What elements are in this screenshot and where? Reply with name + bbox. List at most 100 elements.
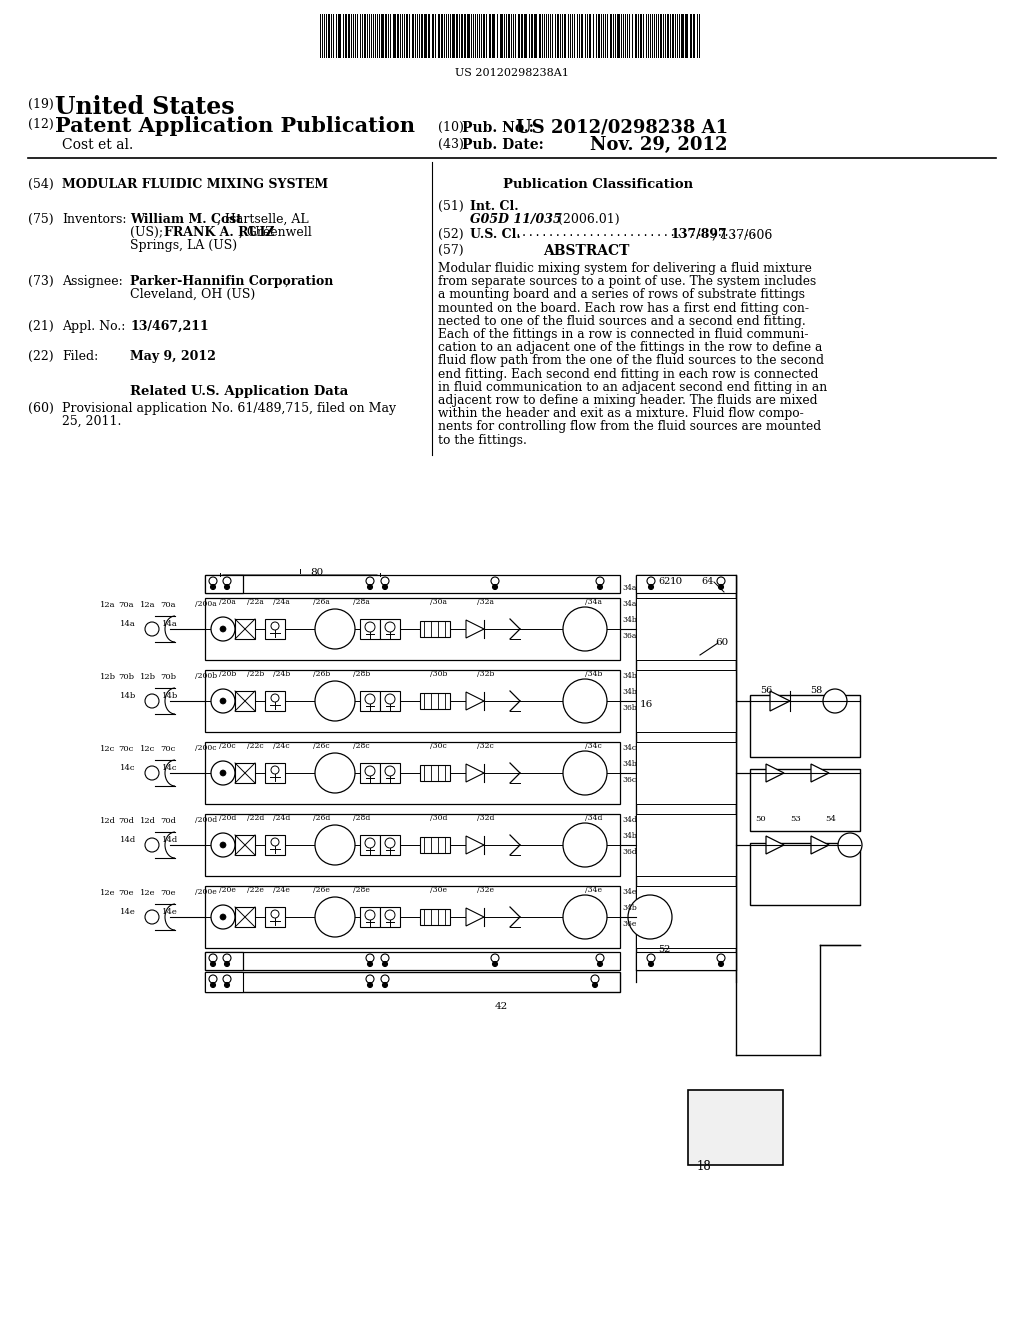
Circle shape: [145, 622, 159, 636]
Circle shape: [211, 961, 215, 966]
Bar: [205, 742, 620, 804]
Circle shape: [211, 762, 234, 785]
Text: (54): (54): [28, 178, 53, 191]
Text: 70b: 70b: [118, 673, 134, 681]
Text: Parker-Hannifin Corporation: Parker-Hannifin Corporation: [130, 275, 334, 288]
Text: /24d: /24d: [273, 814, 290, 822]
Circle shape: [209, 975, 217, 983]
Bar: [636, 671, 736, 733]
Text: 42: 42: [495, 1002, 508, 1011]
Bar: [360, 619, 380, 639]
Bar: [534, 15, 537, 58]
Text: 70b: 70b: [160, 673, 176, 681]
Text: mounted on the board. Each row has a first end fitting con-: mounted on the board. Each row has a fir…: [438, 301, 809, 314]
Bar: [685, 15, 688, 58]
Circle shape: [315, 681, 355, 721]
Text: /32b: /32b: [477, 671, 495, 678]
Text: 34b: 34b: [622, 760, 637, 768]
Text: Nov. 29, 2012: Nov. 29, 2012: [590, 136, 727, 154]
Bar: [348, 15, 350, 58]
Text: 53: 53: [790, 814, 801, 822]
Bar: [420, 693, 450, 709]
Text: /22d: /22d: [247, 814, 264, 822]
Bar: [420, 837, 450, 853]
Bar: [524, 15, 527, 58]
Circle shape: [315, 825, 355, 865]
Text: 62: 62: [658, 577, 671, 586]
Text: /32e: /32e: [477, 886, 494, 894]
Text: 36d: 36d: [622, 847, 637, 855]
Bar: [385, 15, 387, 58]
Text: Filed:: Filed:: [62, 350, 98, 363]
Bar: [564, 15, 566, 58]
Bar: [412, 15, 414, 58]
Text: /34b: /34b: [585, 671, 602, 678]
Circle shape: [224, 982, 229, 987]
Text: /200c: /200c: [195, 744, 216, 752]
Text: /200b: /200b: [195, 672, 217, 680]
Text: U.S. Cl.: U.S. Cl.: [470, 228, 521, 242]
Bar: [432, 15, 434, 58]
Text: 14a: 14a: [120, 620, 136, 628]
Circle shape: [220, 842, 226, 847]
Text: 70a: 70a: [118, 601, 133, 609]
Bar: [205, 886, 620, 948]
Text: 12a: 12a: [140, 601, 156, 609]
Text: 34b: 34b: [622, 616, 637, 624]
Bar: [581, 15, 583, 58]
Text: nents for controlling flow from the fluid sources are mounted: nents for controlling flow from the flui…: [438, 420, 821, 433]
Polygon shape: [466, 836, 484, 854]
Circle shape: [211, 833, 234, 857]
Circle shape: [271, 838, 279, 846]
Bar: [380, 619, 400, 639]
Circle shape: [490, 577, 499, 585]
Bar: [539, 15, 541, 58]
Circle shape: [383, 585, 387, 590]
Circle shape: [366, 954, 374, 962]
Circle shape: [563, 751, 607, 795]
Bar: [750, 696, 860, 756]
Circle shape: [224, 961, 229, 966]
Circle shape: [211, 616, 234, 642]
Circle shape: [368, 982, 373, 987]
Text: (10): (10): [438, 121, 464, 135]
Circle shape: [365, 694, 375, 704]
Bar: [636, 886, 736, 948]
Text: (19): (19): [28, 98, 53, 111]
Bar: [636, 814, 736, 876]
Text: Patent Application Publication: Patent Application Publication: [55, 116, 415, 136]
Circle shape: [719, 961, 724, 966]
Text: /20d: /20d: [219, 814, 237, 822]
Text: 36b: 36b: [622, 704, 637, 711]
Text: (73): (73): [28, 275, 53, 288]
Text: 25, 2011.: 25, 2011.: [62, 414, 122, 428]
Text: 70e: 70e: [160, 888, 175, 898]
Text: Appl. No.:: Appl. No.:: [62, 319, 125, 333]
Text: /28b: /28b: [353, 671, 371, 678]
Text: 10: 10: [670, 577, 683, 586]
Text: 34a: 34a: [622, 601, 636, 609]
Circle shape: [493, 585, 498, 590]
Text: /30a: /30a: [430, 598, 447, 606]
Text: 13/467,211: 13/467,211: [130, 319, 209, 333]
Circle shape: [381, 577, 389, 585]
Bar: [205, 576, 620, 593]
Circle shape: [223, 954, 231, 962]
Bar: [205, 972, 243, 993]
Circle shape: [628, 895, 672, 939]
Text: /28e: /28e: [353, 886, 370, 894]
Text: /200e: /200e: [195, 888, 217, 896]
Circle shape: [563, 678, 607, 723]
Text: /34d: /34d: [585, 814, 602, 822]
Circle shape: [223, 975, 231, 983]
Circle shape: [271, 694, 279, 702]
Bar: [750, 843, 860, 906]
Circle shape: [383, 982, 387, 987]
Text: Int. Cl.: Int. Cl.: [470, 201, 518, 213]
Bar: [635, 15, 637, 58]
Text: /30c: /30c: [430, 742, 446, 750]
Text: 18: 18: [697, 1160, 712, 1173]
Circle shape: [719, 585, 724, 590]
Bar: [328, 15, 330, 58]
Circle shape: [823, 689, 847, 713]
